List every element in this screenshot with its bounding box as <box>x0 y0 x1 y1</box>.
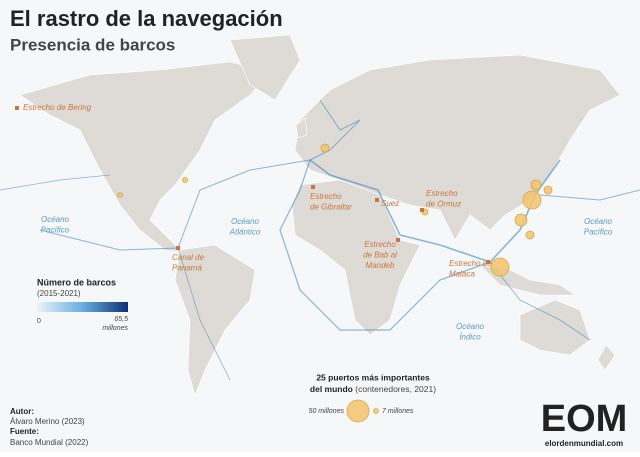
ports-small-symbol <box>373 408 379 414</box>
author-label: Autor: <box>10 407 34 416</box>
ocean-label: Pacífico <box>584 228 613 237</box>
legend-min: 0 <box>37 318 41 325</box>
logo-site: elordenmundial.com <box>545 439 623 448</box>
strait-label: de Ormuz <box>426 200 461 209</box>
ports-title-2: del mundo <box>310 384 353 394</box>
title: El rastro de la navegación <box>10 6 283 31</box>
legend-title: Número de barcos <box>37 277 116 287</box>
strait-label: Estrecho de <box>449 259 492 268</box>
ports-large-symbol <box>346 399 370 423</box>
ocean-label: Océano <box>584 217 613 226</box>
author: Álvaro Merino (2023) <box>10 417 85 426</box>
legend-max-unit: millones <box>102 325 128 332</box>
logo: EOM <box>541 398 628 440</box>
strait-label: Suez <box>381 199 399 208</box>
ocean-label: Atlántico <box>229 228 261 237</box>
ocean-label: Índico <box>459 333 481 342</box>
source: Banco Mundial (2022) <box>10 438 89 447</box>
color-bar <box>37 302 128 312</box>
ocean-label: Pacífico <box>41 226 70 235</box>
strait-label: Estrecho <box>364 240 396 249</box>
ports-subtitle: del mundo (contenedores, 2021) <box>310 384 436 394</box>
ports-note: (contenedores, 2021) <box>355 384 436 394</box>
land <box>19 34 621 396</box>
ocean-label: Océano <box>456 322 485 331</box>
ports-large-label: 50 millones <box>309 408 345 415</box>
strait-label: Estrecho de Bering <box>23 103 92 112</box>
legend-period: (2015-2021) <box>37 289 81 298</box>
ocean-label: Océano <box>41 215 70 224</box>
strait-label: Estrecho <box>310 192 342 201</box>
ocean-label: Océano <box>231 217 260 226</box>
strait-label: Malaca <box>449 270 475 279</box>
strait-label: Panamá <box>172 264 202 273</box>
source-label: Fuente: <box>10 427 39 436</box>
subtitle: Presencia de barcos <box>10 35 175 54</box>
legend-max: 65,5 <box>114 316 128 323</box>
strait-label: de Gibraltar <box>310 203 352 212</box>
strait-label: Mandeb <box>366 261 395 270</box>
strait-label: Estrecho <box>426 189 458 198</box>
ports-title: 25 puertos más importantes <box>316 372 430 382</box>
strait-markers <box>15 106 490 264</box>
strait-label: de Bab al <box>363 251 397 260</box>
strait-label: Canal de <box>172 253 205 262</box>
ports-small-label: 7 millones <box>382 408 414 415</box>
